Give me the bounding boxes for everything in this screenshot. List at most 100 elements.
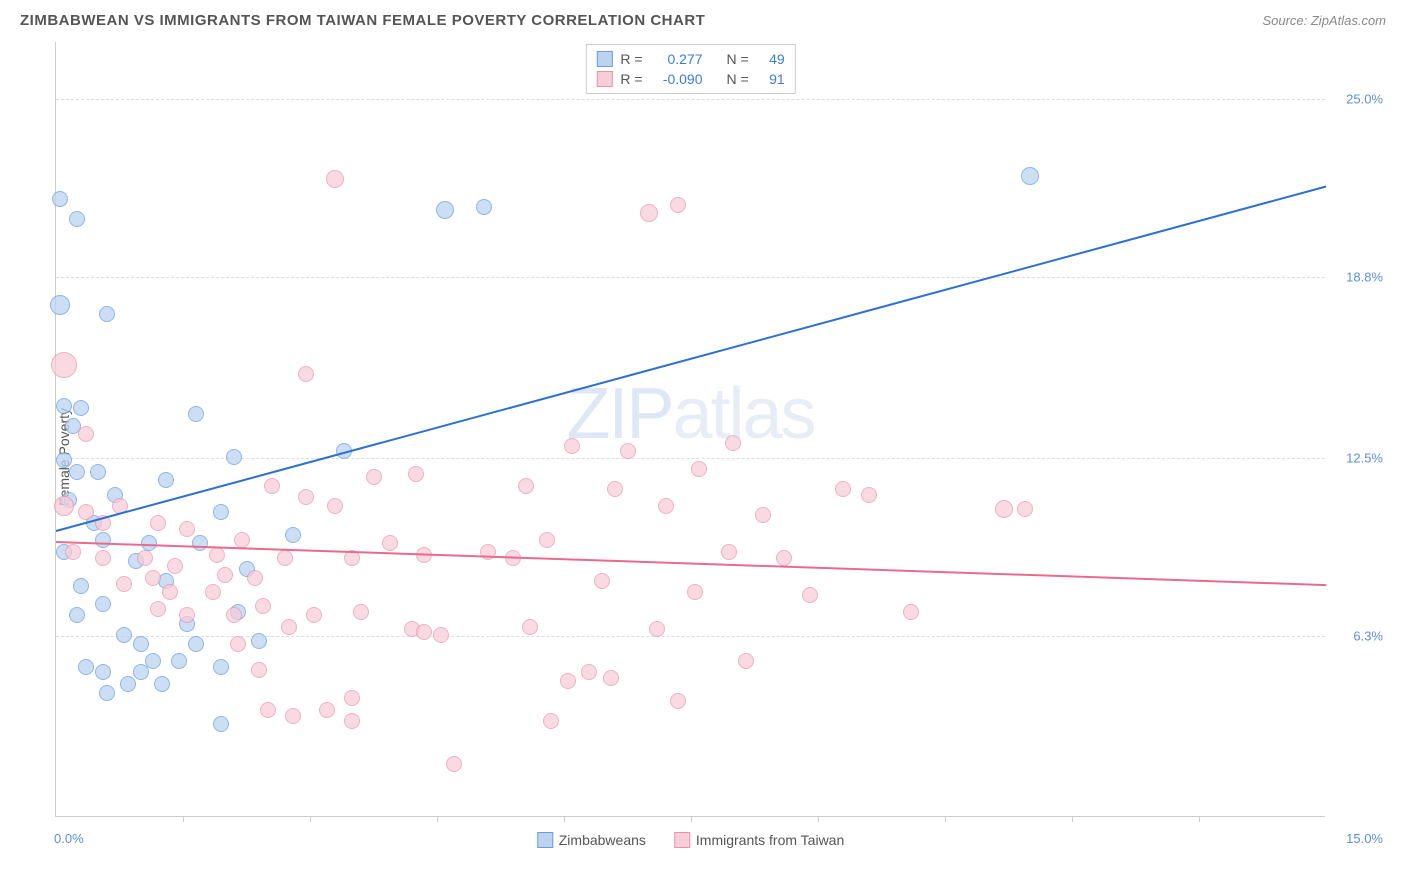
data-point-series-1 bbox=[581, 664, 597, 680]
data-point-series-1 bbox=[344, 713, 360, 729]
data-point-series-1 bbox=[416, 624, 432, 640]
legend-item-0: Zimbabweans bbox=[537, 832, 646, 848]
data-point-series-1 bbox=[522, 619, 538, 635]
data-point-series-1 bbox=[738, 653, 754, 669]
series-name-0: Zimbabweans bbox=[559, 832, 646, 848]
r-label: R = bbox=[620, 71, 642, 87]
data-point-series-0 bbox=[226, 449, 242, 465]
data-point-series-0 bbox=[436, 201, 454, 219]
data-point-series-0 bbox=[1021, 167, 1039, 185]
watermark: ZIPatlas bbox=[566, 373, 814, 455]
data-point-series-0 bbox=[99, 306, 115, 322]
data-point-series-1 bbox=[116, 576, 132, 592]
data-point-series-1 bbox=[226, 607, 242, 623]
x-tick-label: 0.0% bbox=[54, 831, 84, 846]
data-point-series-0 bbox=[50, 295, 70, 315]
y-tick-label: 18.8% bbox=[1333, 270, 1383, 285]
x-tick bbox=[310, 816, 311, 822]
data-point-series-1 bbox=[408, 466, 424, 482]
n-label: N = bbox=[727, 71, 749, 87]
data-point-series-1 bbox=[78, 504, 94, 520]
data-point-series-0 bbox=[251, 633, 267, 649]
data-point-series-1 bbox=[277, 550, 293, 566]
data-point-series-1 bbox=[861, 487, 877, 503]
data-point-series-1 bbox=[607, 481, 623, 497]
x-tick bbox=[1199, 816, 1200, 822]
data-point-series-1 bbox=[179, 607, 195, 623]
data-point-series-0 bbox=[90, 464, 106, 480]
data-point-series-0 bbox=[95, 532, 111, 548]
data-point-series-1 bbox=[835, 481, 851, 497]
data-point-series-0 bbox=[145, 653, 161, 669]
data-point-series-1 bbox=[137, 550, 153, 566]
data-point-series-0 bbox=[52, 191, 68, 207]
data-point-series-0 bbox=[95, 664, 111, 680]
data-point-series-1 bbox=[543, 713, 559, 729]
data-point-series-1 bbox=[298, 489, 314, 505]
data-point-series-1 bbox=[217, 567, 233, 583]
data-point-series-1 bbox=[687, 584, 703, 600]
y-tick-label: 6.3% bbox=[1333, 629, 1383, 644]
data-point-series-1 bbox=[382, 535, 398, 551]
y-tick-label: 25.0% bbox=[1333, 92, 1383, 107]
data-point-series-0 bbox=[213, 504, 229, 520]
swatch-series-1 bbox=[674, 832, 690, 848]
swatch-series-1 bbox=[596, 71, 612, 87]
data-point-series-0 bbox=[116, 627, 132, 643]
x-tick bbox=[564, 816, 565, 822]
watermark-bold: ZIP bbox=[566, 374, 672, 454]
chart-container: Female Poverty ZIPatlas R = 0.277 N = 49… bbox=[45, 42, 1385, 872]
data-point-series-1 bbox=[162, 584, 178, 600]
data-point-series-1 bbox=[539, 532, 555, 548]
swatch-series-0 bbox=[537, 832, 553, 848]
data-point-series-1 bbox=[658, 498, 674, 514]
data-point-series-1 bbox=[326, 170, 344, 188]
y-tick-label: 12.5% bbox=[1333, 451, 1383, 466]
data-point-series-1 bbox=[995, 500, 1013, 518]
r-value-0: 0.277 bbox=[651, 51, 703, 67]
r-value-1: -0.090 bbox=[651, 71, 703, 87]
data-point-series-1 bbox=[670, 693, 686, 709]
legend-row-series-0: R = 0.277 N = 49 bbox=[596, 49, 784, 69]
series-legend: Zimbabweans Immigrants from Taiwan bbox=[537, 832, 845, 848]
data-point-series-1 bbox=[78, 426, 94, 442]
data-point-series-0 bbox=[99, 685, 115, 701]
data-point-series-1 bbox=[327, 498, 343, 514]
data-point-series-1 bbox=[145, 570, 161, 586]
data-point-series-0 bbox=[213, 659, 229, 675]
legend-item-1: Immigrants from Taiwan bbox=[674, 832, 844, 848]
data-point-series-0 bbox=[120, 676, 136, 692]
data-point-series-1 bbox=[560, 673, 576, 689]
data-point-series-0 bbox=[73, 578, 89, 594]
data-point-series-1 bbox=[306, 607, 322, 623]
data-point-series-1 bbox=[247, 570, 263, 586]
swatch-series-0 bbox=[596, 51, 612, 67]
data-point-series-1 bbox=[640, 204, 658, 222]
data-point-series-1 bbox=[95, 550, 111, 566]
data-point-series-1 bbox=[251, 662, 267, 678]
data-point-series-0 bbox=[69, 607, 85, 623]
data-point-series-1 bbox=[51, 352, 77, 378]
data-point-series-0 bbox=[69, 464, 85, 480]
data-point-series-1 bbox=[353, 604, 369, 620]
data-point-series-0 bbox=[476, 199, 492, 215]
gridline-h bbox=[56, 636, 1325, 637]
r-label: R = bbox=[620, 51, 642, 67]
data-point-series-1 bbox=[903, 604, 919, 620]
data-point-series-0 bbox=[133, 636, 149, 652]
data-point-series-0 bbox=[73, 400, 89, 416]
data-point-series-1 bbox=[691, 461, 707, 477]
series-name-1: Immigrants from Taiwan bbox=[696, 832, 844, 848]
data-point-series-1 bbox=[433, 627, 449, 643]
data-point-series-1 bbox=[725, 435, 741, 451]
data-point-series-1 bbox=[281, 619, 297, 635]
x-tick bbox=[183, 816, 184, 822]
data-point-series-0 bbox=[171, 653, 187, 669]
x-tick-label: 15.0% bbox=[1333, 831, 1383, 846]
legend-row-series-1: R = -0.090 N = 91 bbox=[596, 69, 784, 89]
data-point-series-1 bbox=[670, 197, 686, 213]
data-point-series-1 bbox=[620, 443, 636, 459]
data-point-series-1 bbox=[54, 496, 74, 516]
data-point-series-0 bbox=[69, 211, 85, 227]
data-point-series-1 bbox=[260, 702, 276, 718]
